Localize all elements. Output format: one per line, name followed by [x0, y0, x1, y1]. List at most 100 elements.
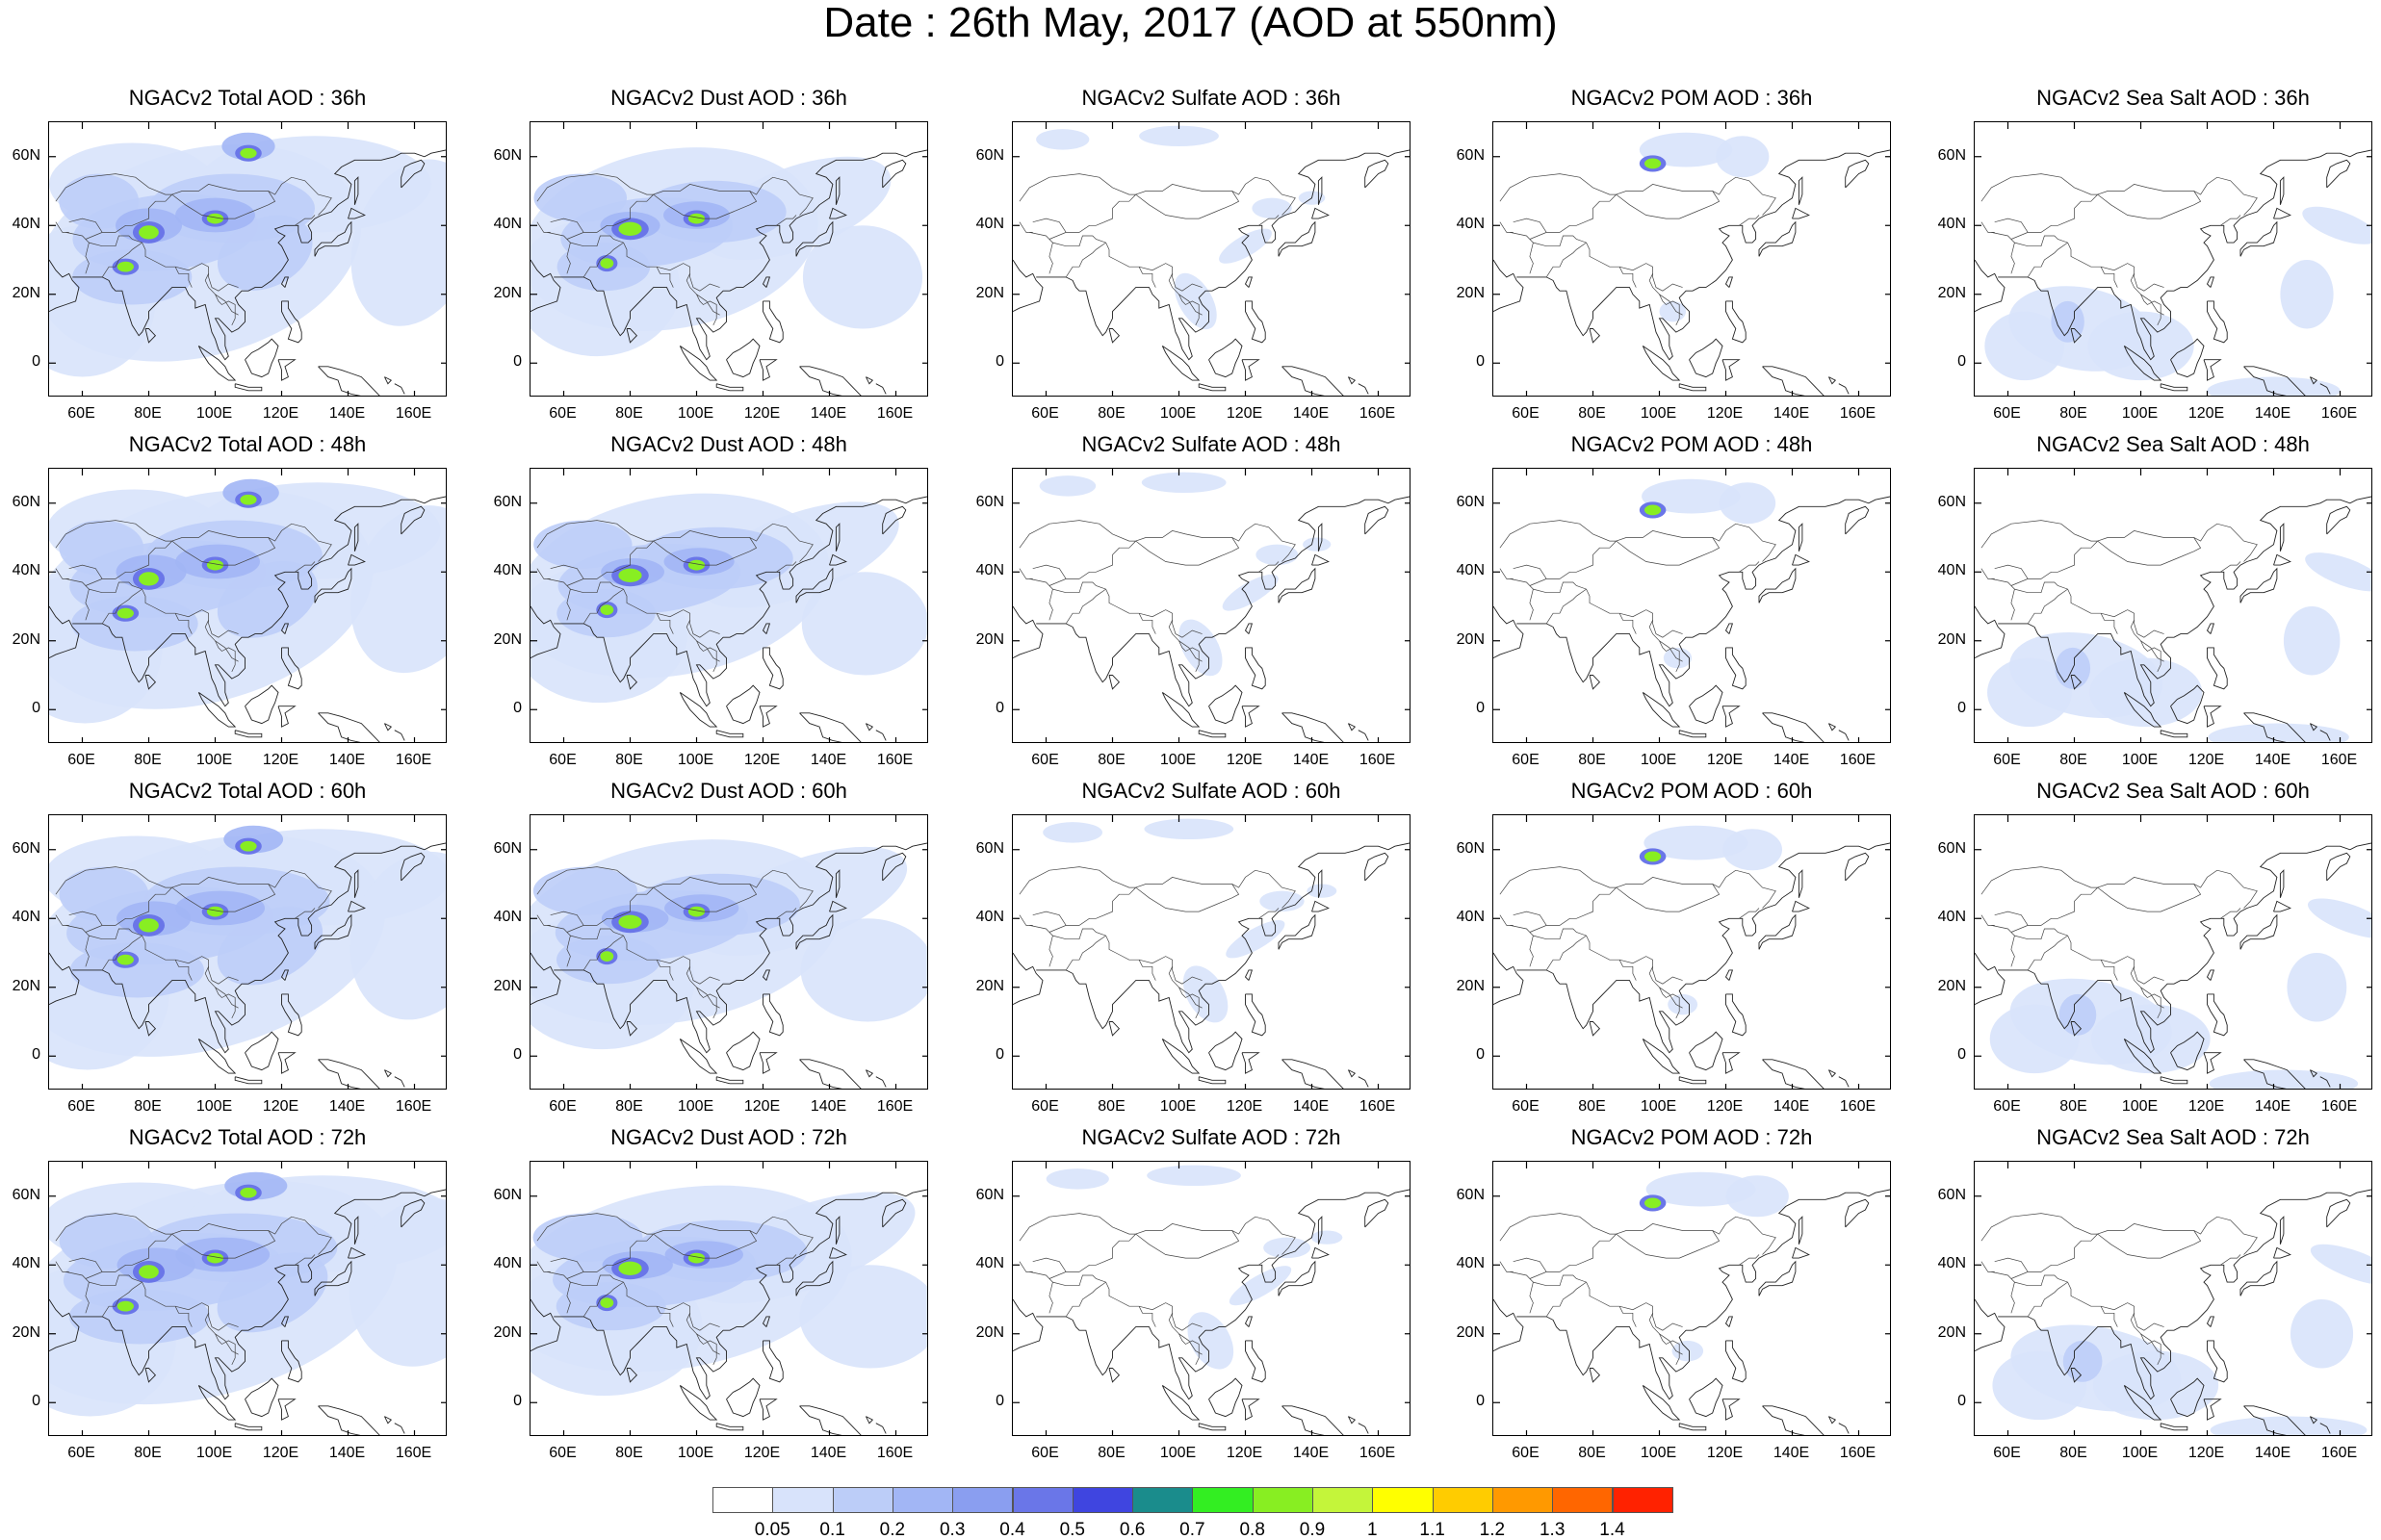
x-tick-label: 100E	[1159, 752, 1197, 768]
y-tick-label: 40N	[1937, 909, 1966, 926]
x-tick-label: 140E	[1292, 1098, 1330, 1115]
colorbar-label: 0.3	[939, 1520, 966, 1540]
y-tick-label: 20N	[975, 630, 1004, 648]
aod-plume	[1722, 829, 1783, 871]
country-border	[536, 520, 654, 549]
coastline	[759, 1399, 778, 1421]
aod-plume	[800, 918, 927, 1022]
x-tick-label: 120E	[1706, 405, 1744, 422]
colorbar-label: 0.9	[1299, 1520, 1326, 1540]
coastline	[1013, 605, 1044, 659]
coastline	[72, 496, 446, 707]
panel-title-salt-3: NGACv2 Sea Salt AOD : 72h	[2036, 1125, 2310, 1149]
panel-title-dust-3: NGACv2 Dust AOD : 72h	[610, 1125, 847, 1149]
x-tick-label: 60E	[1993, 752, 2021, 768]
country-border	[653, 537, 758, 566]
y-tick-label: 60N	[493, 146, 522, 164]
coastline	[1725, 300, 1747, 344]
coastline	[865, 376, 874, 385]
country-border	[1065, 935, 1106, 971]
coastline	[799, 366, 862, 396]
country-border	[1616, 537, 1721, 566]
country-border	[1545, 935, 1587, 971]
coastline	[1845, 1198, 1870, 1228]
y-tick-label: 40N	[1937, 562, 1966, 579]
coastline	[245, 338, 279, 378]
aod-map-pom-2	[1493, 815, 1890, 1089]
x-tick-label: 160E	[2320, 405, 2358, 422]
panel-title-pom-0: NGACv2 POM AOD : 36h	[1570, 86, 1813, 110]
colorbar-cell	[712, 1487, 774, 1513]
coastline	[875, 730, 887, 741]
country-border	[1499, 173, 1617, 202]
country-border	[536, 568, 551, 579]
x-tick-label: 60E	[1031, 752, 1059, 768]
x-tick-label: 120E	[262, 1445, 299, 1461]
map-panel-dust-0	[530, 121, 928, 397]
country-border	[1529, 176, 1776, 240]
aod-hotspot	[139, 918, 159, 933]
country-border	[1648, 966, 1680, 1019]
country-border	[85, 523, 332, 586]
colorbar-cell	[892, 1487, 954, 1513]
coastline	[1208, 684, 1243, 725]
coastline	[2326, 852, 2351, 882]
country-border	[1032, 911, 1067, 926]
y-tick-label: 20N	[493, 630, 522, 648]
panel-title-pom-2: NGACv2 POM AOD : 60h	[1570, 779, 1813, 803]
coastline	[281, 993, 302, 1037]
country-border	[1616, 1230, 1721, 1259]
aod-plume	[217, 907, 324, 986]
coastline	[2239, 567, 2278, 603]
x-tick-label: 80E	[1578, 405, 1606, 422]
coastline	[795, 220, 834, 257]
y-tick-label: 60N	[975, 1186, 1004, 1203]
y-tick-label: 60N	[1937, 839, 1966, 857]
coastline	[1998, 496, 2371, 707]
aod-field	[49, 478, 446, 724]
colorbar-label: 0.7	[1179, 1520, 1205, 1540]
colorbar-cell	[952, 1487, 1014, 1513]
coastline	[1244, 276, 1254, 288]
country-border	[1980, 568, 1995, 579]
y-tick-label: 20N	[1937, 630, 1966, 648]
country-border	[1991, 578, 2015, 621]
coastline	[1245, 647, 1266, 690]
colorbar-cell	[1132, 1487, 1194, 1513]
country-border	[295, 1254, 316, 1266]
coastline	[1311, 900, 1330, 912]
country-border	[1032, 564, 1067, 579]
country-border	[1994, 911, 2029, 926]
coastline	[865, 1069, 874, 1078]
coastline	[314, 220, 352, 257]
aod-hotspot	[687, 559, 706, 571]
x-tick-label: 100E	[1159, 405, 1197, 422]
x-tick-label: 120E	[1226, 1445, 1263, 1461]
country-border	[686, 620, 717, 673]
country-border	[1499, 221, 1514, 233]
x-tick-label: 60E	[1512, 405, 1540, 422]
coastline	[1311, 553, 1330, 566]
y-tick-label: 40N	[975, 216, 1004, 233]
coastline	[348, 900, 366, 912]
x-tick-label: 140E	[328, 405, 366, 422]
coastline	[1724, 1316, 1734, 1327]
x-tick-label: 120E	[262, 405, 299, 422]
coastline	[2326, 505, 2351, 535]
country-border	[2014, 928, 2164, 985]
country-border	[1019, 1261, 1033, 1272]
coastline	[829, 900, 847, 912]
x-tick-label: 80E	[134, 405, 162, 422]
y-tick-label: 0	[513, 700, 522, 717]
country-border	[101, 588, 142, 625]
x-tick-label: 100E	[195, 752, 233, 768]
y-tick-label: 40N	[493, 1255, 522, 1272]
country-border	[1168, 273, 1200, 326]
y-tick-label: 40N	[12, 216, 40, 233]
coastline	[144, 675, 157, 690]
country-border	[550, 218, 584, 233]
coastline	[245, 684, 279, 725]
aod-field	[1639, 825, 1783, 1015]
coastline	[383, 1416, 393, 1424]
country-border	[68, 1257, 103, 1272]
